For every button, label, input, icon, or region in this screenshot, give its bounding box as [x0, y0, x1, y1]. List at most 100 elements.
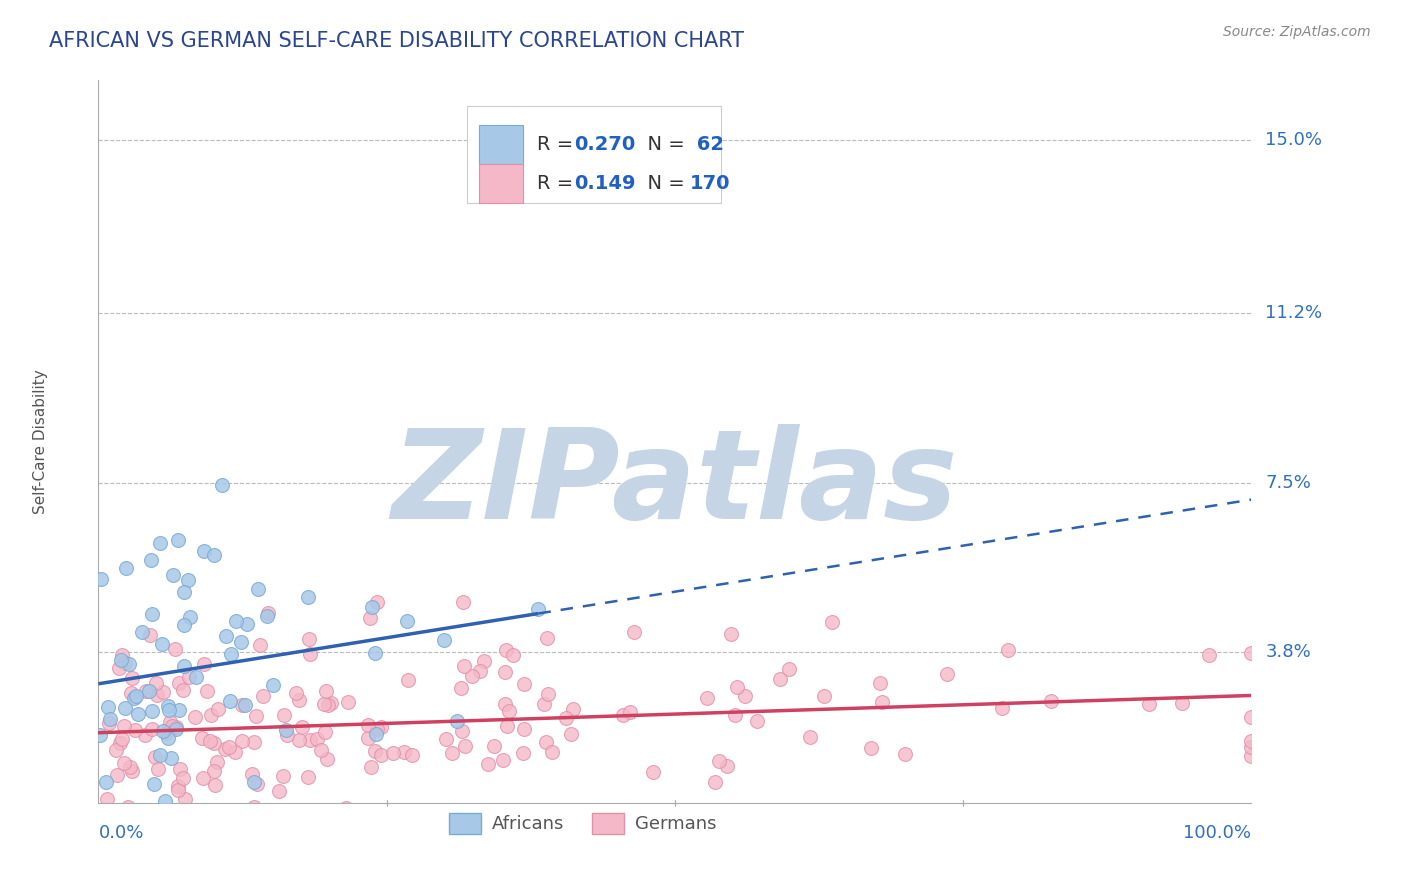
Point	[114, 756, 136, 771]
Point	[138, 684, 160, 698]
Point	[560, 727, 582, 741]
Point	[273, 769, 295, 783]
Text: Source: ZipAtlas.com: Source: ZipAtlas.com	[1223, 25, 1371, 39]
Point	[337, 695, 360, 709]
Point	[179, 610, 201, 624]
Point	[716, 759, 738, 773]
Point	[167, 704, 190, 718]
Point	[1240, 646, 1263, 660]
Point	[870, 695, 893, 709]
Point	[233, 698, 256, 712]
Point	[183, 709, 205, 723]
Point	[173, 618, 195, 632]
Point	[108, 661, 131, 675]
Point	[246, 777, 269, 791]
Point	[156, 731, 179, 745]
Point	[160, 751, 183, 765]
Point	[446, 714, 468, 728]
Text: ZIPatlas: ZIPatlas	[392, 425, 957, 545]
Point	[725, 680, 748, 694]
Point	[366, 722, 388, 736]
Text: 7.5%: 7.5%	[1265, 474, 1312, 491]
Point	[98, 712, 121, 726]
Point	[198, 733, 221, 747]
Point	[434, 732, 457, 747]
Point	[243, 775, 266, 789]
Point	[360, 760, 382, 774]
Point	[191, 772, 214, 786]
Point	[243, 799, 266, 814]
Point	[288, 733, 311, 747]
Point	[176, 573, 198, 587]
Point	[124, 723, 146, 737]
Point	[356, 718, 378, 732]
Point	[454, 739, 477, 753]
Text: 3.8%: 3.8%	[1265, 643, 1310, 661]
Point	[155, 725, 177, 739]
Point	[177, 669, 200, 683]
Point	[97, 699, 120, 714]
Point	[512, 746, 534, 760]
Point	[360, 600, 382, 615]
Point	[96, 775, 118, 789]
Point	[707, 754, 730, 768]
Point	[152, 684, 174, 698]
Point	[163, 721, 186, 735]
Point	[312, 697, 335, 711]
Point	[262, 678, 284, 692]
Point	[215, 629, 238, 643]
Point	[153, 794, 176, 808]
Point	[311, 743, 333, 757]
Point	[202, 764, 225, 778]
Point	[297, 632, 319, 646]
Point	[541, 745, 564, 759]
Point	[114, 701, 136, 715]
Point	[1240, 709, 1263, 723]
Point	[121, 764, 143, 779]
Point	[370, 720, 392, 734]
Point	[134, 728, 156, 742]
Point	[276, 723, 298, 737]
Point	[183, 806, 205, 821]
Point	[173, 659, 195, 673]
Point	[90, 572, 112, 586]
Point	[869, 675, 891, 690]
Point	[141, 722, 163, 736]
Point	[315, 684, 337, 698]
Point	[104, 742, 127, 756]
Point	[247, 582, 270, 596]
Point	[145, 749, 167, 764]
Point	[894, 747, 917, 761]
Point	[117, 800, 139, 814]
Point	[496, 718, 519, 732]
Text: 0.0%: 0.0%	[98, 824, 143, 842]
Point	[219, 647, 242, 661]
Point	[165, 720, 187, 734]
Point	[145, 675, 167, 690]
Point	[314, 724, 336, 739]
Point	[370, 747, 392, 762]
Point	[104, 819, 127, 833]
Point	[157, 703, 180, 717]
Point	[364, 727, 387, 741]
Point	[160, 719, 183, 733]
Point	[152, 723, 174, 738]
Point	[494, 665, 516, 679]
Point	[200, 819, 222, 833]
Point	[359, 611, 381, 625]
Point	[191, 731, 214, 746]
Point	[118, 760, 141, 774]
Point	[527, 602, 550, 616]
Point	[513, 722, 536, 736]
Point	[131, 625, 153, 640]
Point	[495, 643, 517, 657]
Point	[195, 683, 218, 698]
Point	[1198, 648, 1220, 663]
Point	[474, 654, 496, 668]
Point	[105, 768, 128, 782]
Point	[96, 819, 118, 833]
Text: 170: 170	[690, 174, 730, 193]
Point	[536, 631, 558, 645]
Point	[536, 819, 558, 833]
Point	[285, 686, 308, 700]
